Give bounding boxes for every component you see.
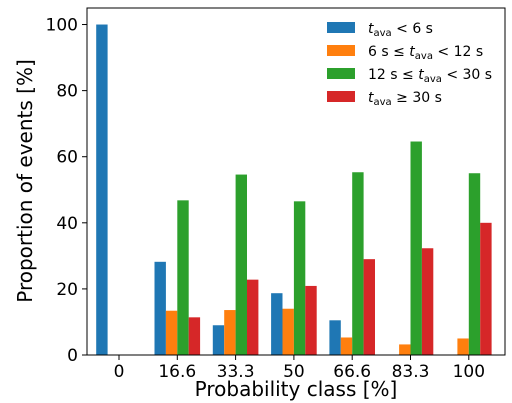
x-tick-label: 83.3 <box>392 362 430 382</box>
bar-1-33.3 <box>212 325 225 355</box>
legend-swatch-1 <box>327 22 355 33</box>
legend: tava < 6 s 6 s ≤ tava < 12 s 12 s ≤ tava… <box>327 21 492 108</box>
bar-4-100 <box>480 222 492 355</box>
x-tick-label: 66.6 <box>333 362 371 382</box>
bar-3-83.3 <box>410 141 422 355</box>
bar-1-0 <box>96 24 108 356</box>
bar-4-16.6 <box>188 317 201 355</box>
legend-label-4: tava ≥ 30 s <box>368 90 442 108</box>
bar-3-66.6 <box>352 172 364 355</box>
bar-4-83.3 <box>421 248 434 355</box>
bars <box>96 24 492 356</box>
bar-1-50 <box>271 293 283 355</box>
legend-swatch-2 <box>327 45 355 56</box>
x-axis: 0 16.6 33.3 50 66.6 83.3 100 <box>114 355 485 382</box>
y-tick-label: 0 <box>67 346 78 366</box>
bar-4-66.6 <box>363 259 375 355</box>
bar-2-50 <box>282 308 294 355</box>
y-tick-label: 20 <box>56 280 78 300</box>
legend-label-1: tava < 6 s <box>368 21 433 39</box>
bar-3-16.6 <box>177 200 189 355</box>
y-tick-label: 40 <box>56 214 78 234</box>
bar-1-66.6 <box>329 320 341 355</box>
y-axis: 0 20 40 60 80 100 <box>46 16 87 366</box>
x-axis-label: Probability class [%] <box>195 377 398 401</box>
y-tick-label: 60 <box>56 148 78 168</box>
legend-label-2: 6 s ≤ tava < 12 s <box>368 44 483 62</box>
legend-swatch-4 <box>327 91 355 102</box>
y-axis-label: Proportion of events [%] <box>13 59 37 303</box>
y-tick-label: 100 <box>46 16 78 36</box>
bar-2-16.6 <box>165 310 178 355</box>
x-tick-label: 0 <box>114 362 125 382</box>
bar-2-83.3 <box>399 344 411 355</box>
bar-4-50 <box>305 285 317 355</box>
x-tick-label: 100 <box>453 362 485 382</box>
x-tick-label: 50 <box>283 362 305 382</box>
legend-label-3: 12 s ≤ tava < 30 s <box>368 67 492 85</box>
bar-3-50 <box>293 201 306 355</box>
bar-2-100 <box>457 338 469 355</box>
bar-4-33.3 <box>247 279 259 355</box>
bar-3-33.3 <box>235 174 247 355</box>
plot-frame <box>86 7 506 356</box>
bar-2-66.6 <box>340 337 353 355</box>
y-tick-label: 80 <box>56 82 78 102</box>
bar-3-100 <box>468 173 481 355</box>
bar-1-16.6 <box>154 261 166 355</box>
legend-swatch-3 <box>327 68 355 79</box>
x-tick-label: 33.3 <box>217 362 255 382</box>
bar-2-33.3 <box>224 310 236 355</box>
x-tick-label: 16.6 <box>158 362 196 382</box>
